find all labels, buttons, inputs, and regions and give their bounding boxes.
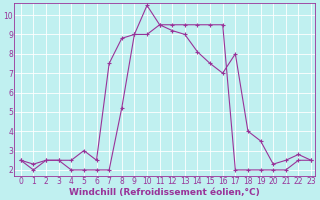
- X-axis label: Windchill (Refroidissement éolien,°C): Windchill (Refroidissement éolien,°C): [69, 188, 260, 197]
